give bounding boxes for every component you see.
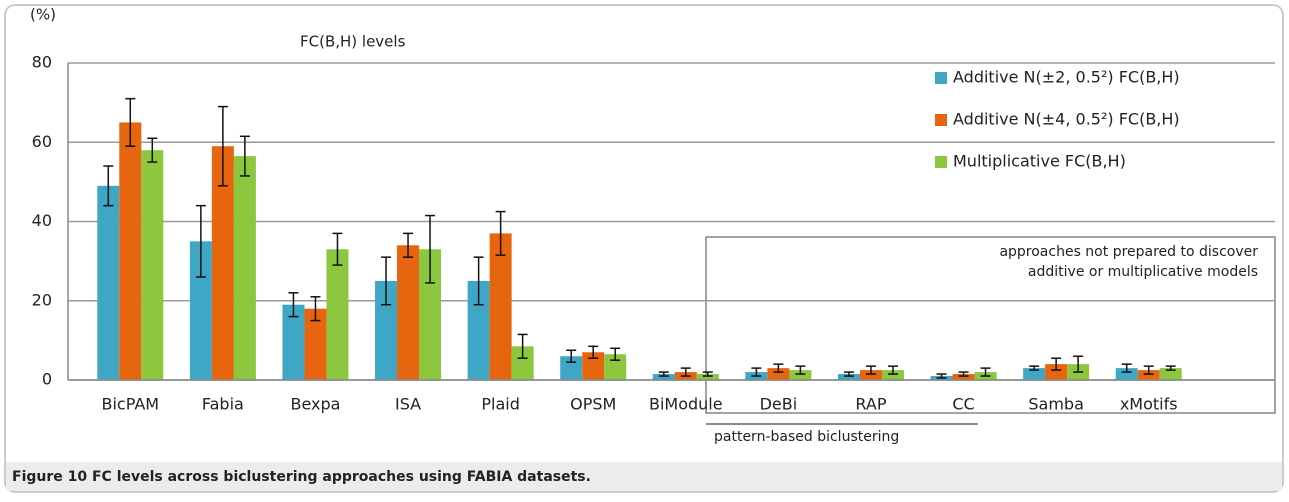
x-tick-label: Samba bbox=[1028, 395, 1084, 414]
legend-label: Multiplicative FC(B,H) bbox=[953, 152, 1126, 171]
bar bbox=[304, 308, 327, 380]
y-tick-label: 40 bbox=[32, 211, 52, 230]
error-bar bbox=[936, 373, 947, 379]
x-tick-label: Fabia bbox=[202, 395, 244, 414]
annotation-text: approaches not prepared to discover bbox=[999, 244, 1258, 260]
error-bar bbox=[680, 367, 691, 377]
error-bar bbox=[517, 333, 528, 359]
bar bbox=[233, 156, 256, 380]
bar bbox=[511, 346, 534, 380]
error-bar bbox=[288, 292, 299, 318]
error-bar bbox=[495, 210, 506, 256]
error-bar bbox=[588, 345, 599, 359]
bar bbox=[1137, 370, 1160, 380]
bar bbox=[767, 368, 790, 380]
x-tick-label: OPSM bbox=[570, 395, 616, 414]
y-tick-label: 0 bbox=[42, 370, 52, 389]
error-bar bbox=[1143, 365, 1154, 375]
error-bar bbox=[1073, 355, 1084, 373]
error-bar bbox=[865, 365, 876, 375]
error-bar bbox=[1029, 365, 1040, 371]
error-bar bbox=[980, 367, 991, 377]
bar bbox=[1159, 368, 1182, 380]
error-bar bbox=[610, 347, 621, 361]
error-bar bbox=[1165, 365, 1176, 371]
bar bbox=[582, 352, 605, 380]
bar bbox=[397, 245, 420, 380]
legend-swatch bbox=[935, 72, 947, 84]
error-bar bbox=[658, 371, 669, 377]
bar bbox=[1045, 364, 1068, 380]
bar bbox=[282, 304, 305, 380]
x-tick-label: BicPAM bbox=[101, 395, 159, 414]
bar bbox=[652, 374, 675, 380]
bar bbox=[211, 146, 234, 380]
error-bar bbox=[125, 97, 136, 147]
bar bbox=[1023, 368, 1046, 380]
error-bar bbox=[958, 371, 969, 377]
error-bar bbox=[425, 214, 436, 284]
annotation-text: additive or multiplicative models bbox=[1028, 264, 1258, 280]
x-tick-label: Bexpa bbox=[290, 395, 340, 414]
error-bar bbox=[147, 137, 158, 163]
error-bar bbox=[843, 371, 854, 377]
error-bar bbox=[566, 349, 577, 363]
bar bbox=[97, 185, 120, 380]
caption-bg bbox=[6, 462, 1282, 491]
x-tick-label: RAP bbox=[855, 395, 886, 414]
error-bar bbox=[239, 135, 250, 177]
bar bbox=[467, 280, 490, 380]
bar bbox=[326, 249, 349, 380]
bar bbox=[789, 370, 812, 380]
error-bar bbox=[887, 365, 898, 375]
error-bar bbox=[1121, 363, 1132, 373]
x-tick-label: BiModule bbox=[649, 395, 723, 414]
error-bar bbox=[751, 367, 762, 377]
x-tick-label: xMotifs bbox=[1120, 395, 1178, 414]
caption: Figure 10 FC levels across biclustering … bbox=[12, 469, 591, 485]
bar bbox=[419, 249, 442, 380]
error-bar bbox=[217, 105, 228, 187]
group-label: pattern-based biclustering bbox=[714, 429, 899, 445]
error-bar bbox=[195, 204, 206, 278]
legend-label: Additive N(±4, 0.5²) FC(B,H) bbox=[953, 110, 1180, 129]
y-tick-label: 60 bbox=[32, 132, 52, 151]
bar bbox=[837, 374, 860, 380]
error-bar bbox=[473, 256, 484, 306]
legend-swatch bbox=[935, 114, 947, 126]
bar bbox=[489, 233, 512, 380]
y-unit: (%) bbox=[30, 6, 56, 24]
x-tick-label: Plaid bbox=[481, 395, 520, 414]
error-bar bbox=[310, 296, 321, 322]
error-bar bbox=[773, 363, 784, 373]
y-tick-label: 80 bbox=[32, 53, 52, 72]
bar bbox=[375, 280, 398, 380]
error-bar bbox=[381, 256, 392, 306]
error-bar bbox=[702, 371, 713, 377]
legend-label: Additive N(±2, 0.5²) FC(B,H) bbox=[953, 68, 1180, 87]
chart-title: FC(B,H) levels bbox=[300, 33, 406, 51]
bar bbox=[859, 370, 882, 380]
bar bbox=[560, 356, 583, 380]
annotation-box bbox=[705, 236, 1276, 414]
bar bbox=[881, 370, 904, 380]
x-tick-label: CC bbox=[952, 395, 974, 414]
bar bbox=[119, 122, 142, 380]
bar bbox=[189, 241, 212, 380]
bar bbox=[696, 374, 719, 380]
x-tick-label: ISA bbox=[395, 395, 421, 414]
bar bbox=[952, 374, 975, 380]
y-tick-label: 20 bbox=[32, 290, 52, 309]
legend-swatch bbox=[935, 156, 947, 168]
bar bbox=[141, 150, 164, 380]
x-tick-label: DeBi bbox=[760, 395, 798, 414]
error-bar bbox=[103, 165, 114, 207]
error-bar bbox=[332, 232, 343, 266]
error-bar bbox=[795, 365, 806, 375]
error-bar bbox=[403, 232, 414, 258]
bar bbox=[1115, 368, 1138, 380]
error-bar bbox=[1051, 357, 1062, 371]
bar bbox=[604, 354, 627, 380]
